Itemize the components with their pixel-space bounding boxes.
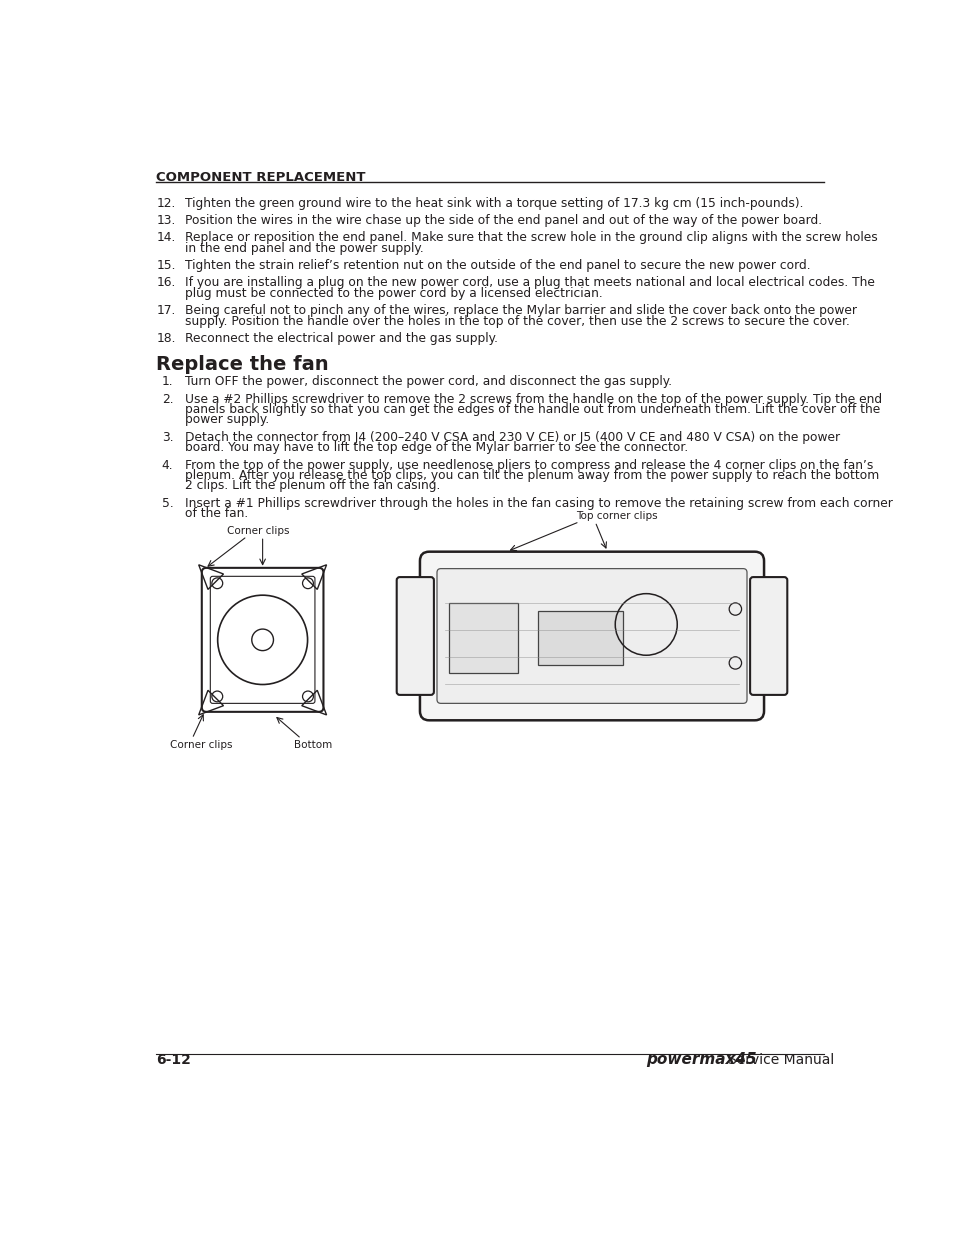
Text: powermax45: powermax45	[645, 1052, 756, 1067]
Text: Being careful not to pinch any of the wires, replace the Mylar barrier and slide: Being careful not to pinch any of the wi…	[185, 304, 856, 317]
Text: 12.: 12.	[156, 196, 175, 210]
Text: Insert a #1 Phillips screwdriver through the holes in the fan casing to remove t: Insert a #1 Phillips screwdriver through…	[185, 496, 892, 510]
Text: If you are installing a plug on the new power cord, use a plug that meets nation: If you are installing a plug on the new …	[185, 277, 874, 289]
Text: Service Manual: Service Manual	[727, 1052, 833, 1067]
Text: of the fan.: of the fan.	[185, 508, 248, 520]
Text: panels back slightly so that you can get the edges of the handle out from undern: panels back slightly so that you can get…	[185, 403, 880, 416]
Text: Use a #2 Phillips screwdriver to remove the 2 screws from the handle on the top : Use a #2 Phillips screwdriver to remove …	[185, 393, 882, 405]
Text: plug must be connected to the power cord by a licensed electrician.: plug must be connected to the power cord…	[185, 287, 602, 300]
Text: 6-12: 6-12	[156, 1052, 192, 1067]
FancyBboxPatch shape	[419, 552, 763, 720]
Text: 4.: 4.	[162, 458, 173, 472]
Text: Corner clips: Corner clips	[171, 740, 233, 750]
Text: 2 clips. Lift the plenum off the fan casing.: 2 clips. Lift the plenum off the fan cas…	[185, 479, 440, 493]
Text: Replace or reposition the end panel. Make sure that the screw hole in the ground: Replace or reposition the end panel. Mak…	[185, 231, 877, 245]
Text: power supply.: power supply.	[185, 414, 269, 426]
Text: 13.: 13.	[156, 214, 175, 227]
FancyBboxPatch shape	[749, 577, 786, 695]
Text: 2.: 2.	[162, 393, 173, 405]
Text: From the top of the power supply, use needlenose pliers to compress and release : From the top of the power supply, use ne…	[185, 458, 873, 472]
Text: 3.: 3.	[162, 431, 173, 443]
Text: plenum. After you release the top clips, you can tilt the plenum away from the p: plenum. After you release the top clips,…	[185, 469, 879, 482]
Text: Bottom: Bottom	[294, 740, 332, 750]
Text: Top corner clips: Top corner clips	[575, 511, 657, 521]
FancyBboxPatch shape	[202, 568, 323, 711]
Bar	[537, 611, 622, 664]
Bar	[448, 603, 517, 673]
Text: COMPONENT REPLACEMENT: COMPONENT REPLACEMENT	[156, 172, 366, 184]
Text: Replace the fan: Replace the fan	[156, 356, 329, 374]
FancyBboxPatch shape	[436, 568, 746, 704]
FancyBboxPatch shape	[396, 577, 434, 695]
Text: 16.: 16.	[156, 277, 175, 289]
Text: 5.: 5.	[162, 496, 173, 510]
Text: board. You may have to lift the top edge of the Mylar barrier to see the connect: board. You may have to lift the top edge…	[185, 441, 688, 454]
Text: 1.: 1.	[162, 375, 173, 388]
Text: 15.: 15.	[156, 259, 175, 272]
Text: Tighten the green ground wire to the heat sink with a torque setting of 17.3 kg : Tighten the green ground wire to the hea…	[185, 196, 802, 210]
Text: in the end panel and the power supply.: in the end panel and the power supply.	[185, 242, 423, 254]
FancyBboxPatch shape	[210, 577, 314, 704]
Text: 14.: 14.	[156, 231, 175, 245]
Text: Detach the connector from J4 (200–240 V CSA and 230 V CE) or J5 (400 V CE and 48: Detach the connector from J4 (200–240 V …	[185, 431, 840, 443]
Text: Position the wires in the wire chase up the side of the end panel and out of the: Position the wires in the wire chase up …	[185, 214, 821, 227]
Text: Turn OFF the power, disconnect the power cord, and disconnect the gas supply.: Turn OFF the power, disconnect the power…	[185, 375, 672, 388]
Text: 17.: 17.	[156, 304, 175, 317]
Text: supply. Position the handle over the holes in the top of the cover, then use the: supply. Position the handle over the hol…	[185, 315, 849, 327]
Text: Tighten the strain relief’s retention nut on the outside of the end panel to sec: Tighten the strain relief’s retention nu…	[185, 259, 810, 272]
Text: 18.: 18.	[156, 332, 175, 345]
Text: Reconnect the electrical power and the gas supply.: Reconnect the electrical power and the g…	[185, 332, 497, 345]
Text: Corner clips: Corner clips	[227, 526, 290, 536]
